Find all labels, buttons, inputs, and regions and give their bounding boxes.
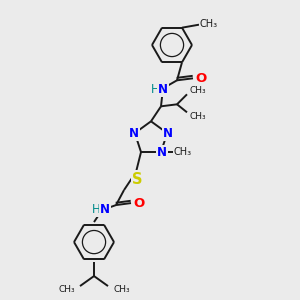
Text: CH₃: CH₃: [113, 285, 130, 294]
Text: H: H: [92, 202, 100, 216]
Text: N: N: [157, 146, 167, 159]
Text: N: N: [158, 83, 168, 96]
Text: S: S: [132, 172, 142, 187]
Text: CH₃: CH₃: [190, 86, 207, 95]
Text: N: N: [163, 127, 173, 140]
Text: CH₃: CH₃: [200, 19, 218, 29]
Text: H: H: [151, 83, 159, 96]
Text: O: O: [134, 196, 145, 210]
Text: CH₃: CH₃: [174, 147, 192, 157]
Text: CH₃: CH₃: [58, 285, 75, 294]
Text: N: N: [129, 127, 139, 140]
Text: O: O: [195, 72, 207, 85]
Text: N: N: [100, 202, 110, 216]
Text: CH₃: CH₃: [190, 112, 207, 121]
